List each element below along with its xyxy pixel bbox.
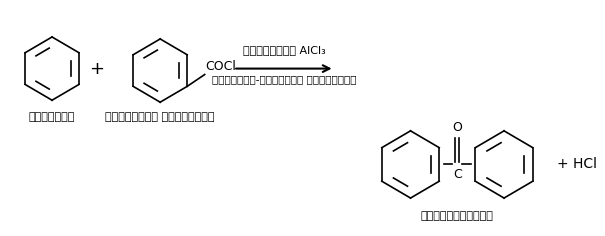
- Text: + HCl: + HCl: [557, 157, 597, 171]
- Text: फ्रीडेल-क्राफ्ट ऐसिलीकरण: फ्रीडेल-क्राफ्ट ऐसिलीकरण: [212, 75, 356, 84]
- Text: बेन्जोफीनोन: बेन्जोफीनोन: [421, 211, 494, 221]
- Text: O: O: [453, 121, 462, 134]
- Text: निर्जलीय AlCl₃: निर्जलीय AlCl₃: [243, 45, 325, 55]
- Text: बेन्जोइल क्लोराइड: बेन्जोइल क्लोराइड: [105, 112, 215, 122]
- Text: COCl: COCl: [206, 59, 237, 72]
- Text: बेन्जीन: बेन्जीन: [29, 112, 75, 122]
- Text: +: +: [90, 59, 104, 78]
- Text: C: C: [453, 169, 462, 181]
